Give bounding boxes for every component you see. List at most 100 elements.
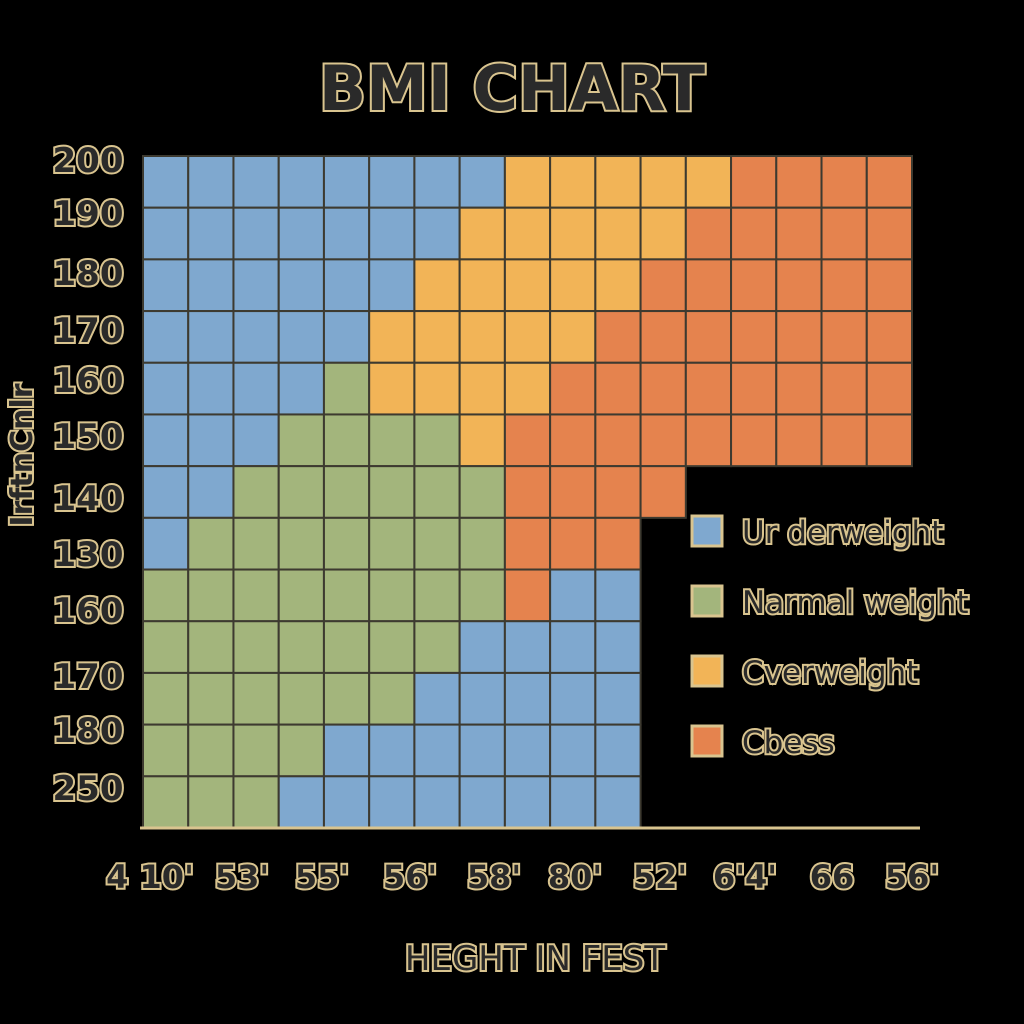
heatmap-cell [639, 465, 687, 519]
heatmap-cell [820, 155, 868, 209]
heatmap-cell [368, 671, 416, 726]
heatmap-cell [549, 620, 597, 674]
heatmap-cell [232, 361, 280, 416]
heatmap-cell [549, 465, 597, 519]
heatmap-cell [277, 775, 325, 829]
heatmap-cell [549, 568, 597, 623]
legend-swatch [690, 654, 724, 688]
heatmap-cell [594, 258, 642, 313]
heatmap-cell [322, 671, 371, 726]
heatmap-cell [232, 723, 280, 778]
heatmap-cell [684, 155, 733, 209]
heatmap-cell [820, 310, 868, 364]
heatmap-cell [232, 413, 280, 468]
legend-swatch [690, 724, 724, 758]
heatmap-cell [503, 361, 552, 416]
heatmap-cell [142, 723, 190, 778]
heatmap-cell [368, 413, 416, 468]
x-tick-label: 66 [810, 858, 855, 896]
x-tick-label: 6'4' [713, 858, 777, 896]
heatmap-cell [594, 568, 642, 623]
legend-label: Narmal weight [742, 585, 969, 621]
heatmap-cell [549, 516, 597, 571]
heatmap-cell [187, 620, 235, 674]
heatmap-cell [322, 723, 371, 778]
heatmap-cell [730, 310, 778, 364]
heatmap-cell [865, 206, 914, 261]
heatmap-cell [503, 155, 552, 209]
heatmap-cell [142, 775, 190, 829]
heatmap-cell [639, 155, 687, 209]
heatmap-cell [413, 465, 461, 519]
heatmap-cell [730, 155, 778, 209]
heatmap-cell [594, 620, 642, 674]
heatmap-cell [594, 310, 642, 364]
heatmap-cell [277, 465, 325, 519]
heatmap-cell [458, 775, 506, 829]
y-tick-label: 250 [53, 769, 124, 809]
y-tick-label: 190 [53, 194, 124, 234]
x-tick-label: 55' [295, 858, 349, 896]
heatmap-cell [865, 155, 914, 209]
heatmap-cell [322, 568, 371, 623]
heatmap-cell [368, 516, 416, 571]
heatmap-cell [503, 568, 552, 623]
heatmap-cell [142, 465, 190, 519]
chart-title: BMI CHART [319, 52, 705, 125]
heatmap-cell [775, 413, 823, 468]
heatmap-cell [322, 310, 371, 364]
heatmap-cell [458, 671, 506, 726]
heatmap-cell [820, 413, 868, 468]
heatmap-cell [368, 155, 416, 209]
heatmap-cell [594, 206, 642, 261]
heatmap-cell [187, 775, 235, 829]
heatmap-cell [684, 258, 733, 313]
heatmap-cell [549, 413, 597, 468]
heatmap-cell [322, 361, 371, 416]
heatmap-cell [277, 723, 325, 778]
heatmap-cell [503, 206, 552, 261]
heatmap-cell [503, 775, 552, 829]
heatmap-cell [232, 465, 280, 519]
heatmap-cell [142, 361, 190, 416]
x-tick-label: 56' [383, 858, 437, 896]
heatmap-cell [639, 258, 687, 313]
x-tick-label: 53' [215, 858, 269, 896]
heatmap-cell [277, 620, 325, 674]
heatmap-cell [458, 258, 506, 313]
legend-label: Cbess [742, 725, 835, 761]
y-tick-label: 150 [53, 417, 124, 457]
heatmap-cell [503, 465, 552, 519]
y-tick-label: 170 [53, 311, 124, 351]
heatmap-cell [232, 206, 280, 261]
heatmap-cell [458, 413, 506, 468]
heatmap-cell [322, 465, 371, 519]
heatmap-cell [820, 258, 868, 313]
heatmap-cell [549, 671, 597, 726]
heatmap-cell [368, 723, 416, 778]
y-tick-label: 180 [53, 711, 124, 751]
legend-label: Cverweight [742, 655, 918, 691]
heatmap-cell [322, 620, 371, 674]
heatmap-cell [142, 310, 190, 364]
heatmap-cell [277, 206, 325, 261]
heatmap-cell [368, 361, 416, 416]
heatmap-cell [187, 361, 235, 416]
x-tick-label: 80' [548, 858, 602, 896]
x-tick-label: 52' [633, 858, 687, 896]
heatmap-cell [775, 206, 823, 261]
heatmap-cell [458, 620, 506, 674]
heatmap-cell [142, 671, 190, 726]
heatmap-cell [322, 155, 371, 209]
heatmap-cell [503, 413, 552, 468]
heatmap-cell [639, 206, 687, 261]
heatmap-cell [684, 361, 733, 416]
y-tick-label: 200 [53, 141, 124, 181]
heatmap-cell [187, 465, 235, 519]
heatmap-cell [142, 620, 190, 674]
heatmap-cell [594, 516, 642, 571]
heatmap-cell [277, 258, 325, 313]
heatmap-cell [232, 671, 280, 726]
heatmap-cell [232, 155, 280, 209]
y-axis-label: IrftnCnlr [5, 383, 40, 526]
